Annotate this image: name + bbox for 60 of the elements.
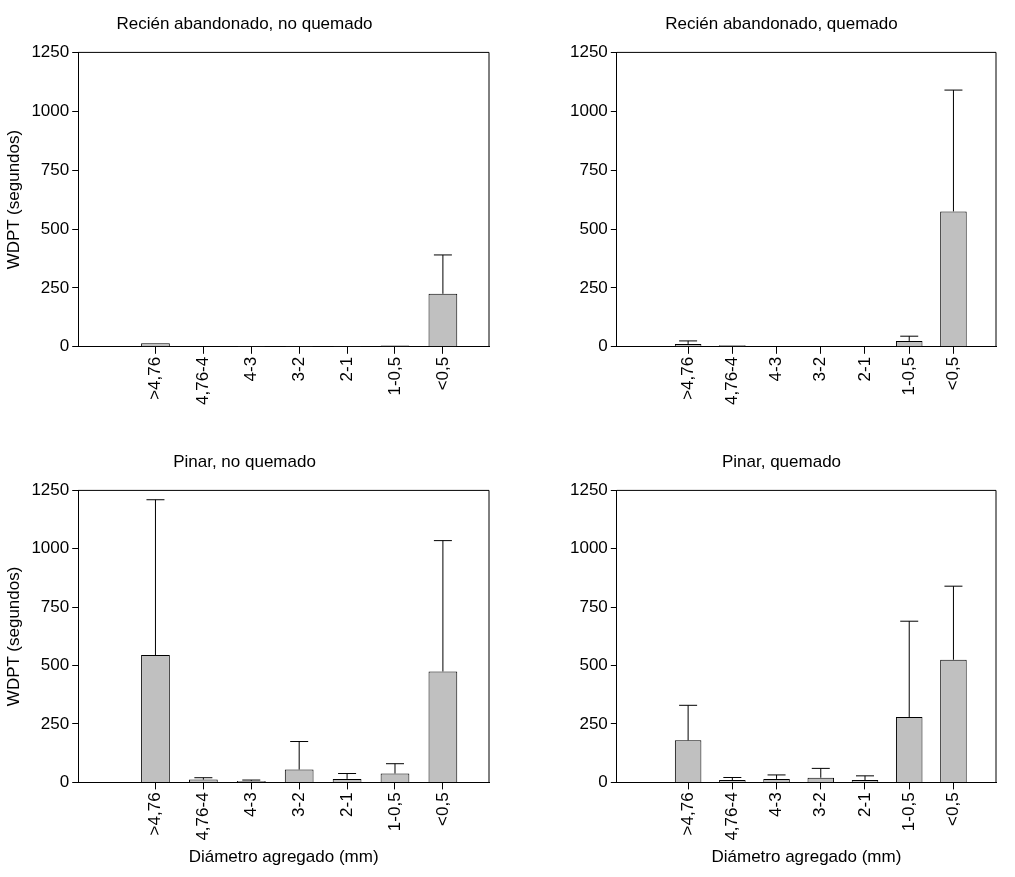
- y-tick-label: 500: [40, 655, 70, 675]
- y-tick-label: 250: [40, 277, 70, 297]
- y-tick-label: 250: [579, 277, 608, 297]
- x-tick-label: 2-1: [336, 792, 356, 817]
- y-tick-label: 500: [40, 218, 70, 238]
- x-tick-label: 3-2: [288, 356, 308, 382]
- y-tick-label: 250: [40, 713, 70, 733]
- x-tick-label: 4,76-4: [722, 356, 742, 405]
- y-axis-title: WDPT (segundos): [3, 129, 23, 270]
- y-tick-label: 1250: [31, 480, 70, 500]
- y-tick-label: 500: [579, 218, 608, 238]
- y-tick-label: 1000: [569, 100, 608, 120]
- y-axis-title: WDPT (segundos): [3, 566, 23, 707]
- y-tick-label: 0: [59, 336, 70, 356]
- y-tick-label: 1250: [569, 42, 608, 62]
- x-tick-label: <0,5: [432, 356, 452, 391]
- x-tick-label: 4-3: [240, 356, 260, 382]
- y-tick-label: 750: [579, 159, 608, 179]
- x-tick-label: <0,5: [943, 792, 963, 826]
- y-tick-label: 750: [579, 596, 608, 616]
- x-tick-label: 4,76-4: [193, 356, 213, 405]
- x-tick-label: >4,76: [677, 356, 697, 400]
- x-tick-label: 4,76-4: [722, 792, 742, 841]
- y-tick-label: 1000: [569, 538, 608, 558]
- y-tick-label: 1000: [31, 538, 70, 558]
- x-tick-label: 3-2: [288, 792, 308, 817]
- y-tick-label: 0: [59, 772, 70, 792]
- chart-title: Pinar, no quemado: [173, 451, 316, 471]
- x-tick-label: 2-1: [854, 792, 874, 817]
- x-axis-title: Diámetro agregado (mm): [711, 847, 902, 867]
- x-tick-label: >4,76: [145, 792, 165, 836]
- x-tick-label: 1-0,5: [384, 356, 404, 396]
- y-tick-label: 0: [598, 772, 608, 792]
- chart-title: Pinar, quemado: [721, 451, 842, 471]
- y-tick-label: 1000: [31, 100, 70, 120]
- x-tick-label: 2-1: [336, 356, 356, 382]
- x-axis-title: Diámetro agregado (mm): [188, 847, 379, 867]
- y-tick-label: 250: [579, 713, 608, 733]
- x-tick-label: 4,76-4: [193, 792, 213, 841]
- x-tick-label: 1-0,5: [384, 792, 404, 832]
- y-tick-label: 750: [40, 596, 70, 616]
- x-tick-label: 4-3: [766, 356, 786, 382]
- x-tick-label: <0,5: [943, 356, 963, 391]
- x-tick-label: 1-0,5: [898, 792, 918, 832]
- y-tick-label: 750: [40, 159, 70, 179]
- x-tick-label: 4-3: [240, 792, 260, 817]
- x-tick-label: 3-2: [810, 792, 830, 817]
- x-tick-label: >4,76: [145, 356, 165, 400]
- x-tick-label: 3-2: [810, 356, 830, 382]
- x-tick-label: <0,5: [432, 792, 452, 826]
- y-tick-label: 1250: [31, 42, 70, 62]
- y-tick-label: 0: [598, 336, 608, 356]
- x-tick-label: >4,76: [677, 792, 697, 836]
- y-tick-label: 1250: [569, 480, 608, 500]
- chart-title: Recién abandonado, quemado: [665, 13, 898, 33]
- x-tick-label: 1-0,5: [898, 356, 918, 396]
- chart-title: Recién abandonado, no quemado: [116, 13, 373, 33]
- x-tick-label: 4-3: [766, 792, 786, 817]
- x-tick-label: 2-1: [854, 356, 874, 382]
- y-tick-label: 500: [579, 655, 608, 675]
